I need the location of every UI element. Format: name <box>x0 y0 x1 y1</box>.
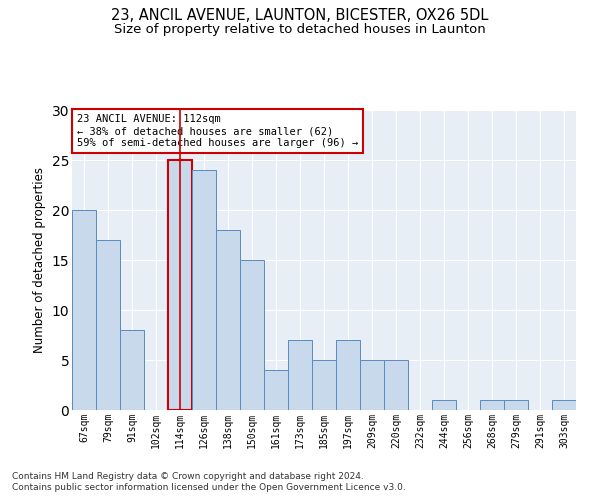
Bar <box>384 360 408 410</box>
Bar <box>216 230 240 410</box>
Text: 23 ANCIL AVENUE: 112sqm
← 38% of detached houses are smaller (62)
59% of semi-de: 23 ANCIL AVENUE: 112sqm ← 38% of detache… <box>77 114 358 148</box>
Bar <box>504 400 528 410</box>
Bar <box>288 340 312 410</box>
Bar <box>120 330 144 410</box>
Bar <box>264 370 288 410</box>
Bar <box>552 400 576 410</box>
Bar <box>480 400 504 410</box>
Bar <box>360 360 384 410</box>
Bar <box>312 360 336 410</box>
Bar <box>432 400 456 410</box>
Bar <box>168 160 192 410</box>
Text: Contains public sector information licensed under the Open Government Licence v3: Contains public sector information licen… <box>12 484 406 492</box>
Bar <box>72 210 96 410</box>
Bar <box>96 240 120 410</box>
Text: 23, ANCIL AVENUE, LAUNTON, BICESTER, OX26 5DL: 23, ANCIL AVENUE, LAUNTON, BICESTER, OX2… <box>112 8 488 22</box>
Bar <box>240 260 264 410</box>
Y-axis label: Number of detached properties: Number of detached properties <box>33 167 46 353</box>
Text: Contains HM Land Registry data © Crown copyright and database right 2024.: Contains HM Land Registry data © Crown c… <box>12 472 364 481</box>
Bar <box>192 170 216 410</box>
Text: Size of property relative to detached houses in Launton: Size of property relative to detached ho… <box>114 22 486 36</box>
Bar <box>336 340 360 410</box>
